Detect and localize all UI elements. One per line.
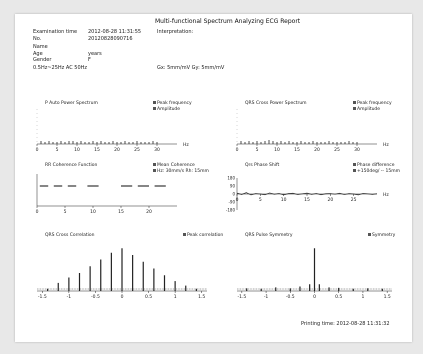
no-label: No.	[33, 36, 42, 42]
phase-line	[236, 192, 378, 196]
chart-title-4: QRS Cross Correlation	[45, 232, 95, 238]
x-tick-label-2-3: 15	[118, 209, 124, 215]
chart-title-5: QRS Pulse Symmetry	[245, 232, 293, 238]
x-tick-label-5-4: 0.5	[335, 294, 342, 300]
chart-title-3: Qrs Phase Shift	[245, 162, 279, 168]
legend-label-2-0: Mean Coherence	[157, 162, 195, 168]
legend-swatch-3-1	[353, 169, 356, 172]
exam-value: 2012-08-28 11:31:55	[88, 29, 142, 35]
age-label: Age	[33, 51, 43, 57]
y-tick-label-3-2: 0	[232, 192, 235, 197]
x-tick-label-0-4: 20	[114, 147, 120, 153]
gender-value: F	[88, 57, 91, 63]
legend-label-1-1: Amplitude	[357, 106, 380, 112]
ecg-report-page: Multi-functional Spectrum Analyzing ECG …	[15, 14, 412, 342]
x-tick-label-4-5: 1	[174, 294, 177, 300]
x-tick-label-0-2: 10	[74, 147, 80, 153]
exam-label: Examination time	[33, 29, 78, 35]
x-tick-label-4-1: -1	[67, 294, 72, 300]
name-label: Name	[33, 44, 48, 50]
x-tick-label-1-0: 0	[236, 147, 239, 153]
x-axis-label-3: Hz	[383, 192, 389, 198]
y-tick-label-3-0: 180	[227, 176, 235, 181]
x-tick-label-1-2: 10	[274, 147, 280, 153]
x-tick-label-0-5: 25	[134, 147, 140, 153]
x-tick-label-0-3: 15	[94, 147, 100, 153]
x-tick-label-1-4: 20	[314, 147, 320, 153]
x-tick-label-1-6: 30	[354, 147, 360, 153]
chart-title-0: P Auto Power Spectrum	[45, 100, 98, 106]
x-tick-label-5-3: 0	[313, 294, 316, 300]
x-tick-label-2-2: 10	[90, 209, 96, 215]
report-title: Multi-functional Spectrum Analyzing ECG …	[155, 18, 301, 25]
x-tick-label-3-2: 10	[281, 197, 287, 203]
x-tick-label-1-5: 25	[334, 147, 340, 153]
x-tick-label-4-6: 1.5	[198, 294, 205, 300]
x-tick-label-2-1: 5	[64, 209, 67, 215]
x-tick-label-5-2: -0.5	[286, 294, 295, 300]
chart-title-2: RR Coherence Function	[45, 162, 98, 168]
y-tick-label-3-1: 90	[230, 184, 236, 189]
x-tick-label-5-1: -1	[264, 294, 269, 300]
x-tick-label-1-1: 5	[256, 147, 259, 153]
x-tick-label-4-3: 0	[121, 294, 124, 300]
x-tick-label-2-0: 0	[36, 209, 39, 215]
filter-label: 0.5Hz~25Hz AC 50Hz	[33, 65, 88, 71]
legend-swatch-5-0	[368, 233, 371, 236]
legend-label-3-0: Phase difference	[357, 162, 395, 168]
legend-label-1-0: Peak frequency	[357, 100, 392, 106]
legend-label-3-1: +150deg/ -- 15mm	[357, 168, 400, 174]
legend-swatch-1-1	[353, 107, 356, 110]
x-tick-label-3-4: 20	[327, 197, 333, 203]
gender-label: Gender	[33, 57, 52, 63]
legend-swatch-0-1	[153, 107, 156, 110]
x-tick-label-2-4: 20	[146, 209, 152, 215]
x-tick-label-1-3: 15	[294, 147, 300, 153]
x-axis-label-1: Hz	[383, 142, 389, 148]
legend-label-2-1: Hz: 30mm/s Rh: 15mm	[157, 168, 209, 174]
legend-swatch-2-0	[153, 163, 156, 166]
x-tick-label-0-1: 5	[56, 147, 59, 153]
legend-label-0-1: Amplitude	[157, 106, 180, 112]
x-tick-label-3-5: 25	[351, 197, 357, 203]
x-tick-label-0-0: 0	[36, 147, 39, 153]
charts-svg: P Auto Power Spectrum Peak frequencyAmpli…	[36, 100, 400, 300]
x-tick-label-0-6: 30	[154, 147, 160, 153]
x-tick-label-4-4: 0.5	[145, 294, 152, 300]
legend-swatch-0-0	[153, 101, 156, 104]
no-value: 20120828090716	[88, 36, 133, 42]
x-tick-label-4-0: -1.5	[38, 294, 47, 300]
age-value: years	[88, 51, 102, 57]
x-tick-label-3-1: 5	[259, 197, 262, 203]
legend-label-5-0: Symmetry	[372, 232, 396, 238]
x-tick-label-5-0: -1.5	[237, 294, 246, 300]
legend-swatch-4-0	[183, 233, 186, 236]
chart-title-1: QRS Cross Power Spectrum	[245, 100, 307, 106]
x-tick-label-4-2: -0.5	[91, 294, 100, 300]
legend-swatch-3-0	[353, 163, 356, 166]
legend-label-0-0: Peak frequency	[157, 100, 192, 106]
legend-swatch-2-1	[153, 169, 156, 172]
legend-label-4-0: Peak correlation	[187, 232, 223, 238]
legend-swatch-1-0	[353, 101, 356, 104]
print-time: Printing time: 2012-08-28 11:31:32	[301, 321, 390, 327]
y-tick-label-3-3: -90	[228, 200, 235, 205]
interpretation-label: Interpretation:	[157, 29, 194, 35]
x-axis-label-0: Hz	[183, 142, 189, 148]
calibration-label: Gx: 5mm/mV Gy: 5mm/mV	[157, 65, 225, 71]
x-tick-label-5-6: 1.5	[384, 294, 391, 300]
x-tick-label-5-5: 1	[362, 294, 365, 300]
y-tick-label-3-4: -180	[226, 208, 236, 213]
x-tick-label-3-3: 15	[304, 197, 310, 203]
